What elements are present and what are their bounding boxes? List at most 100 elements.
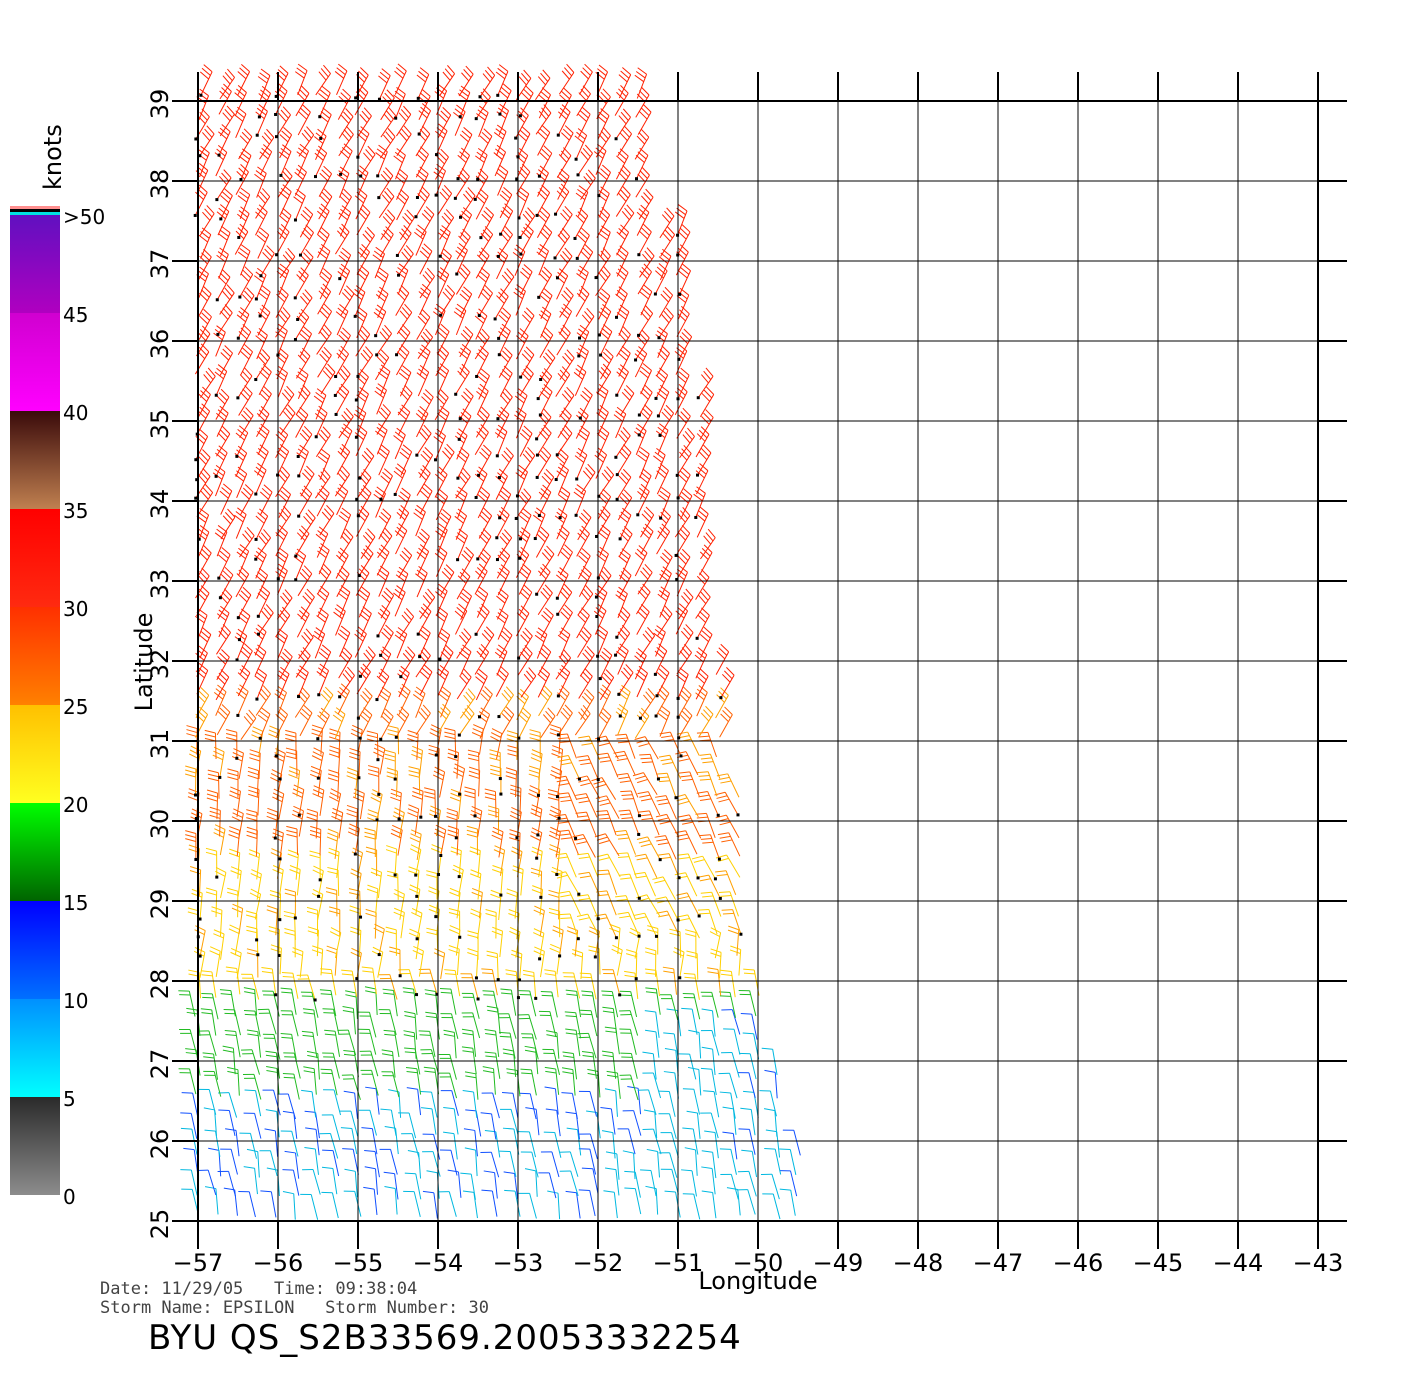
wind-barb (539, 326, 554, 358)
wind-barb (596, 206, 611, 238)
wind-barb (337, 1029, 357, 1056)
wind-barb (253, 644, 267, 676)
wind-barb (380, 1108, 397, 1136)
wind-barb (383, 1029, 400, 1058)
wind-barb (657, 586, 671, 618)
wind-barb (229, 786, 241, 817)
wind-barb (411, 787, 424, 819)
wind-barb (578, 1148, 597, 1175)
wind-barb (581, 990, 598, 1018)
wind-barb (204, 1129, 221, 1157)
wind-barb (384, 749, 397, 781)
wind-barb (544, 969, 559, 998)
wind-barb (515, 147, 529, 181)
wind-barb (403, 1030, 417, 1059)
wind-barb (685, 929, 697, 959)
wind-barb (193, 946, 206, 978)
wind-barb (444, 727, 458, 759)
wind-barb (765, 1129, 781, 1158)
wind-barb (544, 1066, 560, 1095)
longitude-tick-labels: −57 −56 −55 −54 −53 −52 −51 −50 −49 −48 −47 −46 −45 −… (173, 1249, 1344, 1277)
wind-barb (439, 1149, 458, 1176)
wind-barb (547, 1190, 561, 1220)
wind-barb (616, 772, 639, 798)
wind-barb (518, 207, 536, 239)
wind-barb (265, 1109, 280, 1138)
wind-barb (314, 128, 327, 161)
wind-barb (700, 1029, 720, 1056)
wind-barb (237, 608, 251, 642)
wind-barb (197, 145, 210, 178)
wind-barb (430, 844, 443, 877)
wind-barb (382, 988, 398, 1017)
wind-barb (403, 1190, 421, 1217)
wind-barb (454, 428, 468, 460)
wind-barb (635, 166, 650, 198)
wind-barb (345, 990, 358, 1019)
wind-barb (180, 1112, 198, 1139)
wind-barb (538, 1010, 557, 1038)
longitude-tick-label: −44 (1213, 1249, 1264, 1277)
wind-barb (398, 608, 415, 639)
wind-barb (528, 785, 541, 816)
wind-barb (219, 989, 236, 1017)
wind-barb (356, 204, 371, 236)
lat-lon-grid (172, 72, 1347, 1249)
wind-barb (216, 649, 230, 681)
wind-barb (245, 910, 259, 942)
wind-barb (426, 927, 439, 957)
wind-barb (695, 426, 710, 458)
wind-barb (257, 423, 270, 455)
wind-barb (617, 911, 641, 938)
wind-barb (482, 1066, 496, 1095)
wind-barb (640, 1169, 657, 1197)
wind-barb (439, 248, 452, 280)
wind-barb (338, 647, 353, 679)
wind-barb (659, 207, 675, 239)
wind-barb (576, 144, 593, 177)
wind-barb (218, 225, 231, 258)
wind-barb (533, 946, 545, 978)
wind-barb (477, 267, 490, 299)
wind-barb (376, 544, 390, 576)
wind-barb (455, 264, 471, 295)
wind-barb (729, 945, 742, 976)
wind-barb (255, 685, 271, 716)
wind-barb (339, 143, 353, 176)
wind-barb (573, 484, 587, 517)
wind-barb (415, 406, 429, 438)
wind-barb (398, 365, 412, 397)
wind-barb (426, 1170, 440, 1199)
wind-barb (701, 1166, 716, 1195)
wind-barb (319, 268, 333, 300)
wind-barb (575, 285, 590, 317)
wind-barb (601, 1130, 616, 1159)
wind-barb (398, 683, 411, 715)
wind-barb (352, 788, 365, 820)
wind-barb (496, 608, 509, 640)
wind-barb (501, 1092, 519, 1119)
wind-barb (379, 624, 394, 657)
wind-barb (555, 852, 577, 878)
wind-barb (704, 1130, 719, 1159)
longitude-tick-label: −46 (1053, 1249, 1104, 1277)
wind-barb (409, 884, 421, 916)
wind-barb (394, 706, 410, 739)
wind-barb (594, 833, 620, 857)
wind-barb (385, 926, 397, 956)
wind-barb (467, 749, 480, 779)
wind-barb (325, 887, 338, 917)
wind-barb (477, 284, 493, 318)
wind-barb (475, 406, 490, 438)
wind-barb (618, 507, 632, 541)
wind-barb (236, 544, 250, 576)
wind-barb (198, 308, 212, 340)
wind-barb (292, 784, 305, 817)
wind-barb (495, 506, 510, 540)
wind-barb (559, 604, 573, 636)
wind-barb (435, 606, 449, 639)
wind-barb (600, 348, 614, 380)
wind-barb (658, 1113, 677, 1139)
wind-barb (396, 189, 410, 221)
wind-barb (291, 805, 304, 837)
